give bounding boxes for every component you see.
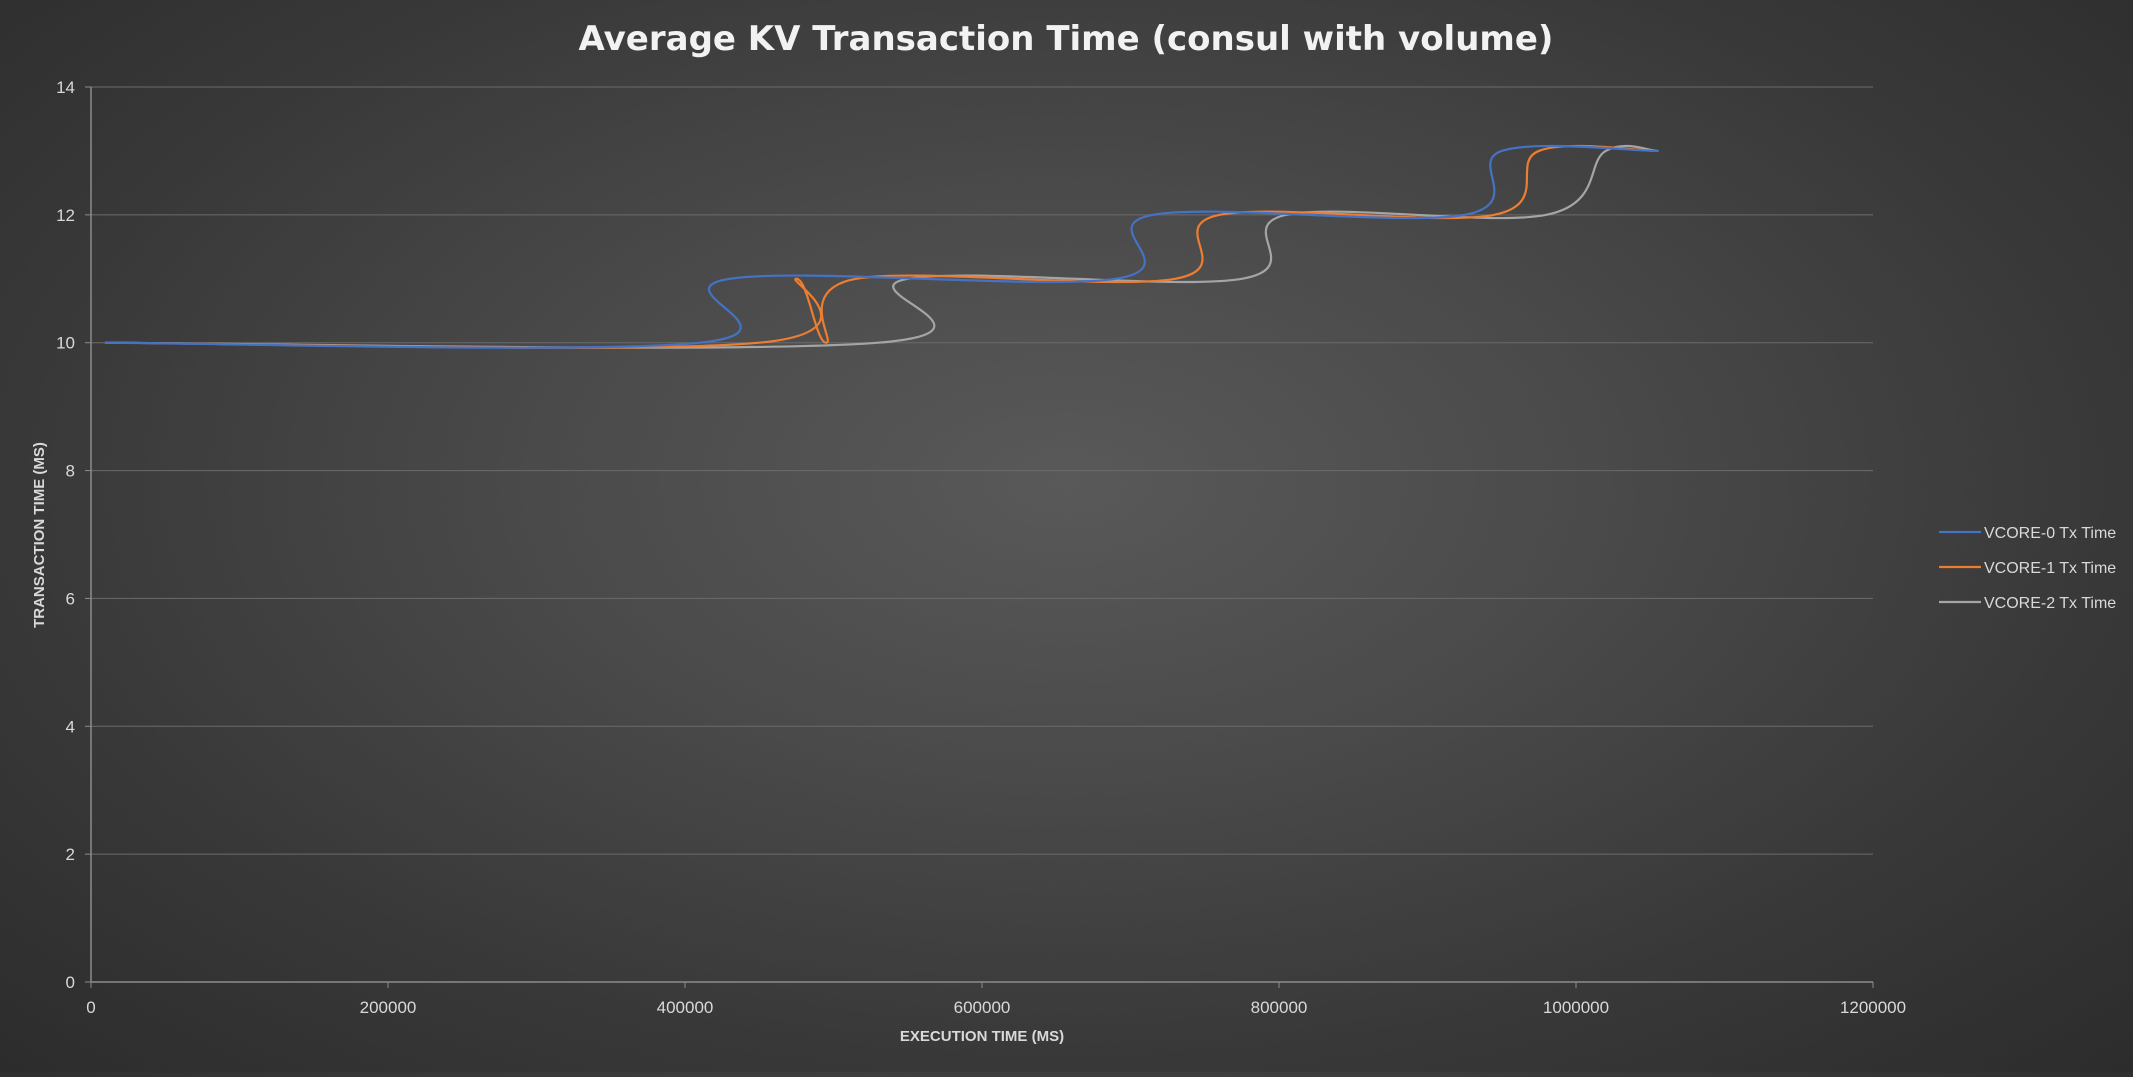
gridlines: [91, 86, 1873, 983]
chart-title: Average KV Transaction Time (consul with…: [579, 19, 1554, 59]
x-tick-label: 400000: [657, 998, 714, 1017]
series-line-vcore-0-tx-time: [104, 144, 1659, 349]
x-tick-label: 800000: [1251, 998, 1308, 1017]
legend: VCORE-0 Tx Time VCORE-1 Tx Time VCORE-2 Tx…: [1939, 525, 2116, 612]
x-tick-label: 200000: [360, 998, 417, 1017]
axes: 0 2 4 6 8 10 12 14 0 200000 400000 600000 800000 1000…: [56, 78, 1906, 1017]
y-tick-label: 4: [66, 717, 75, 736]
legend-label-vcore-2-tx-time: VCORE-2 Tx Time: [1984, 595, 2116, 612]
y-tick-label: 14: [56, 78, 75, 97]
series-lines: [104, 144, 1659, 349]
y-axis-title: TRANSACTION TIME (MS): [31, 442, 48, 628]
x-tick-label: 1000000: [1543, 998, 1609, 1017]
x-tick-label: 600000: [954, 998, 1011, 1017]
legend-label-vcore-1-tx-time: VCORE-1 Tx Time: [1984, 560, 2116, 577]
y-tick-label: 2: [66, 845, 75, 864]
x-axis-title: EXECUTION TIME (MS): [900, 1028, 1064, 1045]
y-tick-label: 8: [66, 462, 75, 481]
x-tick-label: 1200000: [1840, 998, 1906, 1017]
legend-label-vcore-0-tx-time: VCORE-0 Tx Time: [1984, 525, 2116, 542]
y-tick-label: 0: [66, 973, 75, 992]
series-line-vcore-1-tx-time: [104, 144, 1659, 349]
y-tick-label: 10: [56, 334, 75, 353]
y-tick-label: 6: [66, 589, 75, 608]
series-line-vcore-2-tx-time: [104, 144, 1659, 349]
x-tick-label: 0: [86, 998, 95, 1017]
y-tick-label: 12: [56, 206, 75, 225]
